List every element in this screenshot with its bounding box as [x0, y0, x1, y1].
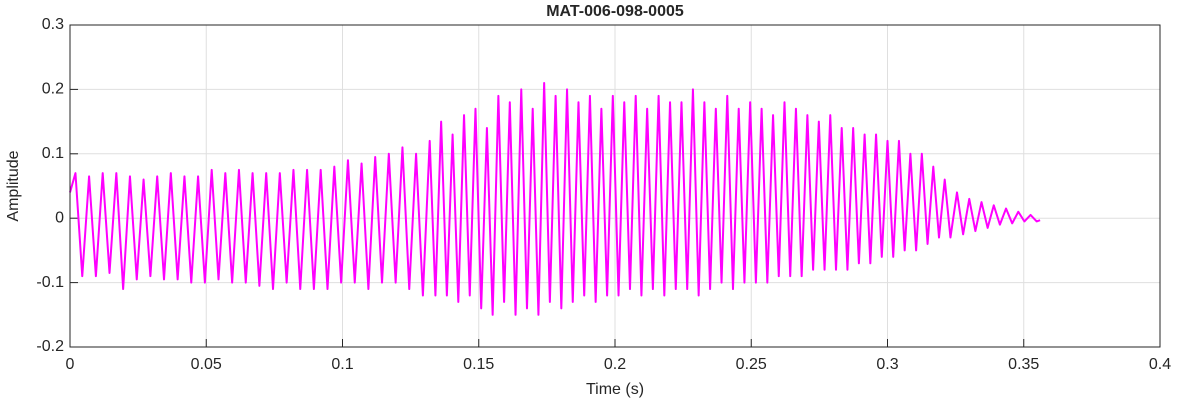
waveform-line — [69, 81, 1041, 316]
x-tick-label: 0.3 — [876, 356, 898, 373]
y-tick-label: -0.2 — [36, 338, 64, 355]
y-tick-label: 0 — [55, 209, 64, 226]
y-tick-label: 0.1 — [42, 145, 64, 162]
x-tick-label: 0.15 — [463, 356, 494, 373]
x-tick-label: 0 — [66, 356, 75, 373]
y-tick-label: -0.1 — [36, 274, 64, 291]
y-tick-label: 0.2 — [42, 81, 64, 98]
x-tick-label: 0.2 — [604, 356, 626, 373]
y-axis-label: Amplitude — [5, 150, 22, 221]
chart-title: MAT-006-098-0005 — [546, 3, 684, 20]
x-axis-label: Time (s) — [586, 381, 644, 398]
x-tick-label: 0.4 — [1149, 356, 1171, 373]
x-tick-label: 0.05 — [191, 356, 222, 373]
y-tick-label: 0.3 — [42, 16, 64, 33]
plot-frame — [69, 24, 1161, 348]
x-tick-label: 0.25 — [736, 356, 767, 373]
x-tick-label: 0.35 — [1008, 356, 1039, 373]
x-tick-label: 0.1 — [331, 356, 353, 373]
